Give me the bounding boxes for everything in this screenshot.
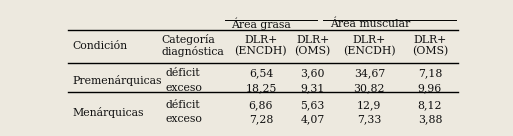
Text: Menárquicas: Menárquicas [72, 107, 144, 118]
Text: Condición: Condición [72, 41, 127, 51]
Text: 12,9: 12,9 [357, 100, 382, 110]
Text: 6,54: 6,54 [249, 68, 273, 78]
Text: 30,82: 30,82 [353, 83, 385, 93]
Text: 7,28: 7,28 [249, 115, 273, 124]
Text: 9,96: 9,96 [418, 83, 442, 93]
Text: DLR+
(ENCDH): DLR+ (ENCDH) [343, 35, 396, 56]
Text: exceso: exceso [166, 83, 203, 93]
Text: déficit: déficit [166, 100, 200, 110]
Text: 3,60: 3,60 [300, 68, 325, 78]
Text: DLR+
(OMS): DLR+ (OMS) [294, 35, 331, 56]
Text: Área grasa: Área grasa [231, 17, 291, 30]
Text: 5,63: 5,63 [301, 100, 325, 110]
Text: 8,12: 8,12 [418, 100, 442, 110]
Text: déficit: déficit [166, 68, 200, 78]
Text: DLR+
(ENCDH): DLR+ (ENCDH) [234, 35, 287, 56]
Text: 34,67: 34,67 [353, 68, 385, 78]
Text: 3,88: 3,88 [418, 115, 442, 124]
Text: Categoría
diagnóstica: Categoría diagnóstica [162, 34, 224, 57]
Text: Área muscular: Área muscular [330, 18, 410, 29]
Text: 9,31: 9,31 [301, 83, 325, 93]
Text: 4,07: 4,07 [301, 115, 325, 124]
Text: 18,25: 18,25 [245, 83, 277, 93]
Text: 7,18: 7,18 [418, 68, 442, 78]
Text: exceso: exceso [166, 115, 203, 124]
Text: DLR+
(OMS): DLR+ (OMS) [412, 35, 448, 56]
Text: 6,86: 6,86 [249, 100, 273, 110]
Text: Premenárquicas: Premenárquicas [72, 75, 162, 86]
Text: 7,33: 7,33 [357, 115, 382, 124]
